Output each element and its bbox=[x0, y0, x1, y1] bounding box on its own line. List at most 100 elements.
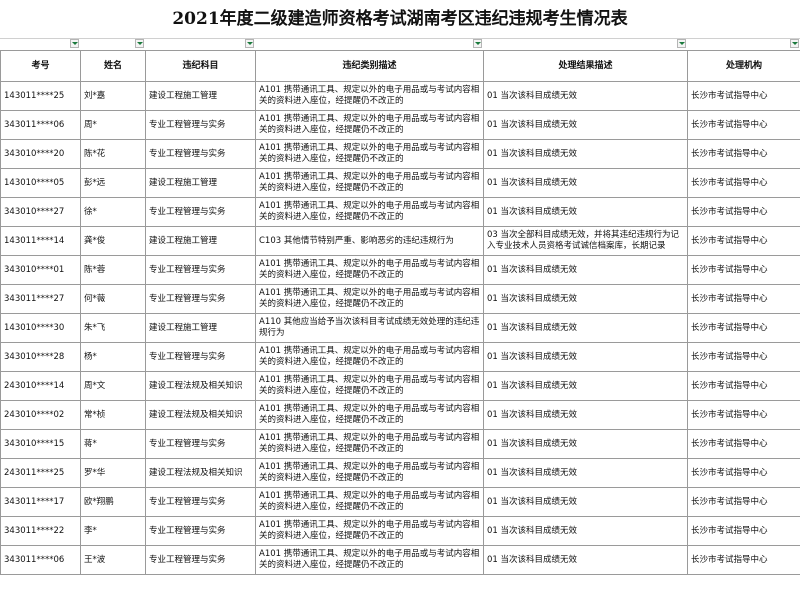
table-cell: 长沙市考试指导中心 bbox=[687, 197, 800, 227]
table-cell: 常*桢 bbox=[80, 400, 146, 430]
table-cell: 01 当次该科目成绩无效 bbox=[483, 168, 688, 198]
table-cell: 专业工程管理与实务 bbox=[145, 516, 256, 546]
table-row: 143011****25 刘*嘉 建设工程施工管理 A101 携带通讯工具、规定以外的… bbox=[0, 81, 800, 111]
filter-button[interactable] bbox=[245, 39, 254, 48]
table-cell: 长沙市考试指导中心 bbox=[687, 342, 800, 372]
table-cell: A101 携带通讯工具、规定以外的电子用品或与考试内容相关的资料进入座位，经提醒… bbox=[255, 342, 484, 372]
table-cell: 01 当次该科目成绩无效 bbox=[483, 81, 688, 111]
table-cell: 长沙市考试指导中心 bbox=[687, 458, 800, 488]
table-row: 343010****28 杨* 专业工程管理与实务 A101 携带通讯工具、规定以外的… bbox=[0, 342, 800, 372]
table-cell: 长沙市考试指导中心 bbox=[687, 371, 800, 401]
table-cell: 343010****28 bbox=[0, 342, 81, 372]
table-cell: 何*薇 bbox=[80, 284, 146, 314]
table-row: 343011****06 周* 专业工程管理与实务 A101 携带通讯工具、规定以外的… bbox=[0, 110, 800, 140]
table-cell: 专业工程管理与实务 bbox=[145, 429, 256, 459]
sheet-title: 2021年度二级建造师资格考试湖南考区违纪违规考生情况表 bbox=[0, 0, 800, 39]
filter-button[interactable] bbox=[677, 39, 686, 48]
table-cell: 01 当次该科目成绩无效 bbox=[483, 110, 688, 140]
table-cell: 建设工程施工管理 bbox=[145, 226, 256, 256]
table-cell: 彭*远 bbox=[80, 168, 146, 198]
table-cell: 朱*飞 bbox=[80, 313, 146, 343]
table-cell: 王*波 bbox=[80, 545, 146, 575]
table-cell: 建设工程法规及相关知识 bbox=[145, 458, 256, 488]
table-cell: 专业工程管理与实务 bbox=[145, 139, 256, 169]
table-cell: A101 携带通讯工具、规定以外的电子用品或与考试内容相关的资料进入座位，经提醒… bbox=[255, 458, 484, 488]
column-header: 考号 bbox=[0, 50, 81, 82]
table-cell: 长沙市考试指导中心 bbox=[687, 226, 800, 256]
table-cell: A110 其他应当给予当次该科目考试成绩无效处理的违纪违规行为 bbox=[255, 313, 484, 343]
table-cell: 01 当次该科目成绩无效 bbox=[483, 516, 688, 546]
table-row: 343011****06 王*波 专业工程管理与实务 A101 携带通讯工具、规定以外… bbox=[0, 545, 800, 575]
table-cell: 143010****30 bbox=[0, 313, 81, 343]
table-row: 343010****01 陈*蓉 专业工程管理与实务 A101 携带通讯工具、规定以外… bbox=[0, 255, 800, 285]
table-cell: 01 当次该科目成绩无效 bbox=[483, 487, 688, 517]
table-cell: 专业工程管理与实务 bbox=[145, 110, 256, 140]
table-cell: 143011****14 bbox=[0, 226, 81, 256]
table-cell: 长沙市考试指导中心 bbox=[687, 255, 800, 285]
table-cell: 01 当次该科目成绩无效 bbox=[483, 545, 688, 575]
table-cell: 专业工程管理与实务 bbox=[145, 342, 256, 372]
table-cell: 建设工程法规及相关知识 bbox=[145, 371, 256, 401]
table-cell: 343010****20 bbox=[0, 139, 81, 169]
table-cell: 01 当次该科目成绩无效 bbox=[483, 284, 688, 314]
table-cell: A101 携带通讯工具、规定以外的电子用品或与考试内容相关的资料进入座位，经提醒… bbox=[255, 168, 484, 198]
table-cell: A101 携带通讯工具、规定以外的电子用品或与考试内容相关的资料进入座位，经提醒… bbox=[255, 487, 484, 517]
table-row: 143011****14 龚*俊 建设工程施工管理 C103 其他情节特别严重、影响恶… bbox=[0, 226, 800, 256]
table-cell: 01 当次该科目成绩无效 bbox=[483, 255, 688, 285]
table-cell: 01 当次该科目成绩无效 bbox=[483, 429, 688, 459]
table-cell: 龚*俊 bbox=[80, 226, 146, 256]
table-cell: A101 携带通讯工具、规定以外的电子用品或与考试内容相关的资料进入座位，经提醒… bbox=[255, 400, 484, 430]
column-header: 违纪科目 bbox=[145, 50, 256, 82]
table-cell: 周*文 bbox=[80, 371, 146, 401]
table-row: 143010****30 朱*飞 建设工程施工管理 A110 其他应当给予当次该科目考… bbox=[0, 313, 800, 343]
table-cell: A101 携带通讯工具、规定以外的电子用品或与考试内容相关的资料进入座位，经提醒… bbox=[255, 197, 484, 227]
table-cell: 长沙市考试指导中心 bbox=[687, 400, 800, 430]
table-row: 343010****15 蒋* 专业工程管理与实务 A101 携带通讯工具、规定以外的… bbox=[0, 429, 800, 459]
table-row: 343010****27 徐* 专业工程管理与实务 A101 携带通讯工具、规定以外的… bbox=[0, 197, 800, 227]
table-cell: 01 当次该科目成绩无效 bbox=[483, 197, 688, 227]
table-cell: 刘*嘉 bbox=[80, 81, 146, 111]
table-cell: 143011****25 bbox=[0, 81, 81, 111]
table-cell: 143010****05 bbox=[0, 168, 81, 198]
table-cell: 专业工程管理与实务 bbox=[145, 197, 256, 227]
table-cell: 343011****17 bbox=[0, 487, 81, 517]
filter-row bbox=[0, 38, 800, 50]
table-cell: 长沙市考试指导中心 bbox=[687, 168, 800, 198]
table-cell: A101 携带通讯工具、规定以外的电子用品或与考试内容相关的资料进入座位，经提醒… bbox=[255, 516, 484, 546]
table-cell: 李* bbox=[80, 516, 146, 546]
table-cell: A101 携带通讯工具、规定以外的电子用品或与考试内容相关的资料进入座位，经提醒… bbox=[255, 110, 484, 140]
table-cell: 长沙市考试指导中心 bbox=[687, 545, 800, 575]
table-row: 143010****05 彭*远 建设工程施工管理 A101 携带通讯工具、规定以外的… bbox=[0, 168, 800, 198]
table-cell: 243010****02 bbox=[0, 400, 81, 430]
table-cell: 01 当次该科目成绩无效 bbox=[483, 400, 688, 430]
table-cell: 03 当次全部科目成绩无效，并将其违纪违规行为记入专业技术人员资格考试诚信档案库… bbox=[483, 226, 688, 256]
table-cell: A101 携带通讯工具、规定以外的电子用品或与考试内容相关的资料进入座位，经提醒… bbox=[255, 371, 484, 401]
header-row: 考号 姓名 违纪科目 违纪类别描述 处理结果描述 处理机构 bbox=[0, 50, 800, 82]
column-header: 处理结果描述 bbox=[483, 50, 688, 82]
table-cell: 蒋* bbox=[80, 429, 146, 459]
table-cell: 243010****14 bbox=[0, 371, 81, 401]
table-cell: 343010****01 bbox=[0, 255, 81, 285]
filter-button[interactable] bbox=[473, 39, 482, 48]
table-cell: 专业工程管理与实务 bbox=[145, 284, 256, 314]
filter-button[interactable] bbox=[135, 39, 144, 48]
table-cell: 长沙市考试指导中心 bbox=[687, 313, 800, 343]
table-cell: 长沙市考试指导中心 bbox=[687, 110, 800, 140]
table-row: 343011****17 欧*翔鹏 专业工程管理与实务 A101 携带通讯工具、规定以… bbox=[0, 487, 800, 517]
filter-button[interactable] bbox=[790, 39, 799, 48]
table-row: 243010****02 常*桢 建设工程法规及相关知识 A101 携带通讯工具、规定… bbox=[0, 400, 800, 430]
table-row: 343011****22 李* 专业工程管理与实务 A101 携带通讯工具、规定以外的… bbox=[0, 516, 800, 546]
table-row: 243011****25 罗*华 建设工程法规及相关知识 A101 携带通讯工具、规定… bbox=[0, 458, 800, 488]
table-cell: A101 携带通讯工具、规定以外的电子用品或与考试内容相关的资料进入座位，经提醒… bbox=[255, 429, 484, 459]
table-cell: 343011****27 bbox=[0, 284, 81, 314]
table-row: 343011****27 何*薇 专业工程管理与实务 A101 携带通讯工具、规定以外… bbox=[0, 284, 800, 314]
table-cell: 专业工程管理与实务 bbox=[145, 255, 256, 285]
table-cell: 罗*华 bbox=[80, 458, 146, 488]
table-cell: 杨* bbox=[80, 342, 146, 372]
filter-button[interactable] bbox=[70, 39, 79, 48]
column-header: 违纪类别描述 bbox=[255, 50, 484, 82]
table-cell: 欧*翔鹏 bbox=[80, 487, 146, 517]
table-cell: A101 携带通讯工具、规定以外的电子用品或与考试内容相关的资料进入座位，经提醒… bbox=[255, 139, 484, 169]
table-cell: 专业工程管理与实务 bbox=[145, 545, 256, 575]
